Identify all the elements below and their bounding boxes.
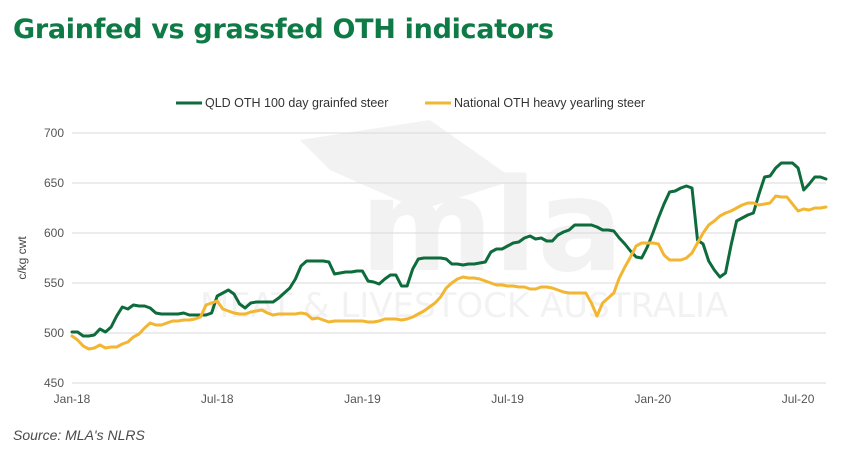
y-axis-label: c/kg cwt: [15, 236, 29, 280]
y-axis-ticks: 450 500 550 600 650 700: [44, 126, 64, 390]
x-axis-ticks: Jan-18 Jul-18 Jan-19 Jul-19 Jan-20 Jul-20: [54, 392, 815, 406]
legend-label-2: National OTH heavy yearling steer: [454, 96, 645, 110]
y-tick-500: 500: [44, 326, 64, 340]
y-tick-650: 650: [44, 176, 64, 190]
mla-watermark: mla MEAT & LIVESTOCK AUSTRALIA: [200, 120, 728, 326]
series-line-2: [70, 194, 828, 351]
x-tick-jul-18: Jul-18: [201, 392, 234, 406]
series-line-1: [70, 161, 828, 338]
y-tick-700: 700: [44, 126, 64, 140]
watermark-wedge: [300, 120, 515, 210]
watermark-text: MEAT & LIVESTOCK AUSTRALIA: [200, 286, 728, 326]
series-lines: [70, 161, 828, 351]
x-tick-jan-20: Jan-20: [635, 392, 672, 406]
x-tick-jul-19: Jul-19: [491, 392, 524, 406]
legend-label-1: QLD OTH 100 day grainfed steer: [205, 96, 388, 110]
legend: QLD OTH 100 day grainfed steer National O…: [176, 96, 645, 110]
x-tick-jul-20: Jul-20: [782, 392, 815, 406]
chart-title: Grainfed vs grassfed OTH indicators: [13, 14, 554, 45]
source-note: Source: MLA's NLRS: [13, 427, 145, 443]
y-tick-550: 550: [44, 276, 64, 290]
x-tick-jan-19: Jan-19: [344, 392, 381, 406]
y-tick-450: 450: [44, 376, 64, 390]
y-tick-600: 600: [44, 226, 64, 240]
x-tick-jan-18: Jan-18: [54, 392, 91, 406]
gridlines: [72, 132, 826, 384]
